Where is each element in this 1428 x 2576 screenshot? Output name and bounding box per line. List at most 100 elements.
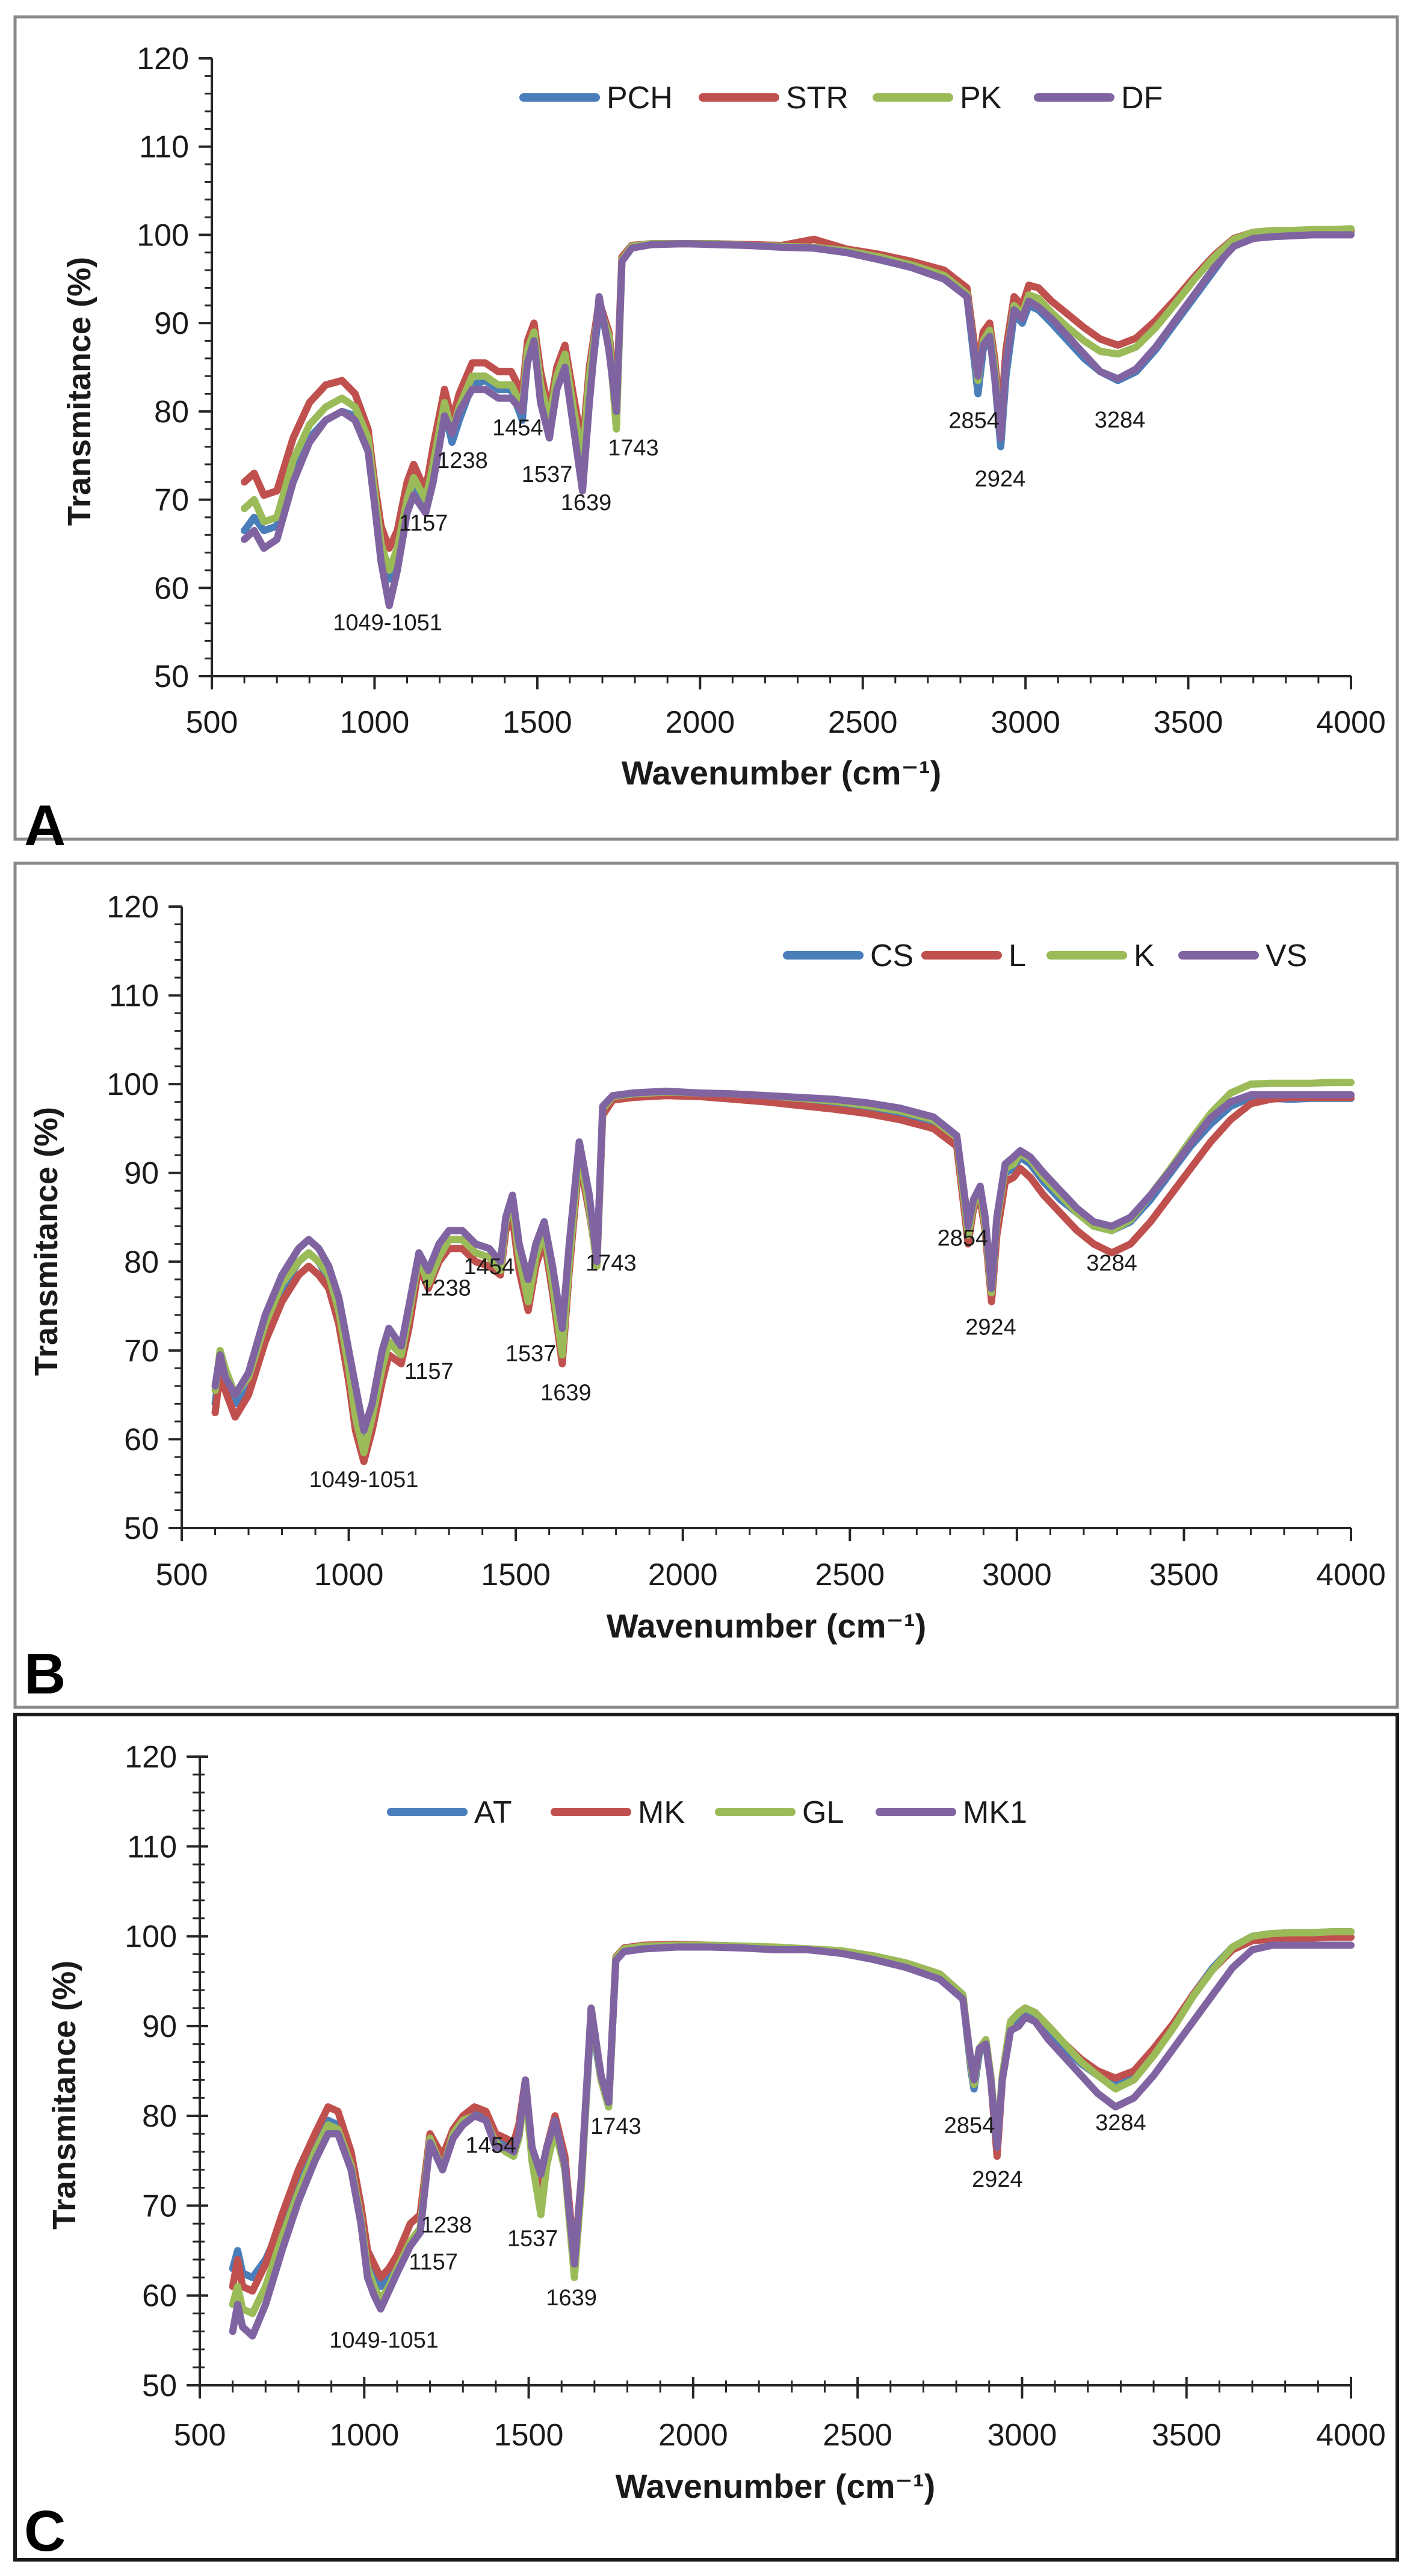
x-tick-label: 4000 — [1316, 2418, 1386, 2453]
peak-label: 1743 — [586, 1251, 637, 1276]
legend-label: PK — [960, 81, 1002, 116]
legend-label: PCH — [607, 81, 673, 116]
y-tick-label: 90 — [154, 306, 189, 341]
legend-label: K — [1134, 938, 1155, 973]
peak-label: 2924 — [975, 467, 1026, 492]
x-axis-label: Wavenumber (cm⁻¹) — [607, 1607, 927, 1645]
x-tick-label: 2500 — [815, 1558, 885, 1592]
peak-label: 1049-1051 — [329, 2328, 439, 2353]
legend-label: DF — [1121, 81, 1163, 116]
y-tick-label: 100 — [125, 1920, 177, 1955]
y-tick-label: 50 — [142, 2368, 177, 2403]
chart-legend: AT MK GL MK1 — [387, 1795, 1027, 1830]
peak-label: 2854 — [938, 1226, 989, 1251]
legend-label: STR — [786, 81, 848, 116]
chart-panel-A: 50 60 70 80 90 100 110 120 500 1000 1500 2000 2500 30… — [13, 15, 1399, 858]
y-tick-label: 70 — [124, 1334, 159, 1369]
series-line-mk1 — [229, 1941, 1355, 2340]
peak-label: 1639 — [561, 490, 612, 516]
x-tick-label: 500 — [174, 2418, 226, 2453]
peak-label: 1639 — [540, 1380, 592, 1405]
x-tick-label: 3000 — [982, 1558, 1052, 1592]
peak-label: 1454 — [492, 415, 543, 440]
legend-label: MK1 — [963, 1795, 1027, 1830]
x-tick-label: 3500 — [1154, 705, 1223, 740]
peak-label: 1238 — [437, 448, 488, 473]
x-tick-label: 500 — [186, 705, 238, 740]
x-tick-label: 3000 — [988, 2418, 1057, 2453]
x-tick-label: 1000 — [314, 1558, 384, 1592]
y-tick-label: 90 — [124, 1156, 159, 1191]
panel-frame — [13, 861, 1399, 1709]
legend-label: MK — [638, 1795, 685, 1830]
chart-legend: CS L K VS — [783, 938, 1307, 973]
peak-label: 1238 — [420, 1275, 471, 1301]
peak-label: 3284 — [1095, 2110, 1146, 2136]
peak-label: 1049-1051 — [309, 1467, 419, 1493]
y-tick-label: 80 — [154, 395, 189, 430]
legend-label: GL — [802, 1795, 844, 1830]
y-tick-label: 70 — [142, 2189, 177, 2223]
x-tick-label: 1500 — [502, 705, 572, 740]
legend-label: CS — [870, 938, 913, 973]
peak-label: 3284 — [1095, 407, 1146, 433]
y-tick-label: 120 — [107, 890, 159, 925]
y-axis-label: Transmitance (%) — [28, 1107, 64, 1376]
peak-label: 1743 — [590, 2114, 641, 2139]
peak-label: 1049-1051 — [333, 611, 442, 636]
peak-label: 1743 — [608, 436, 659, 461]
y-tick-label: 120 — [137, 42, 189, 76]
chart-panel-B: 50 60 70 80 90 100 110 120 500 1000 1500 2000 2500 30… — [13, 861, 1399, 1709]
panel-frame — [13, 1713, 1399, 2562]
panel-frame — [13, 15, 1399, 841]
y-axis-label: Transmitance (%) — [61, 257, 97, 526]
peak-label: 1238 — [421, 2213, 472, 2238]
x-tick-label: 4000 — [1316, 705, 1386, 740]
peak-label: 2924 — [965, 1314, 1016, 1340]
x-tick-label: 500 — [156, 1558, 208, 1592]
x-tick-label: 3500 — [1149, 1558, 1219, 1592]
peak-label: 2924 — [972, 2167, 1023, 2192]
series-line-vs — [211, 1087, 1355, 1434]
y-tick-label: 60 — [154, 571, 189, 606]
peak-label: 1639 — [546, 2285, 597, 2311]
legend-label: L — [1009, 938, 1026, 973]
peak-label: 1537 — [507, 2226, 558, 2252]
panel-label: A — [24, 793, 66, 858]
x-tick-label: 2000 — [658, 2418, 728, 2453]
y-tick-label: 60 — [124, 1422, 159, 1457]
legend-label: VS — [1266, 938, 1307, 973]
y-tick-label: 80 — [142, 2099, 177, 2134]
x-tick-label: 3000 — [991, 705, 1060, 740]
x-tick-label: 1000 — [329, 2418, 399, 2453]
peak-label: 1537 — [505, 1342, 557, 1367]
chart-legend: PCH STR PK DF — [519, 81, 1163, 116]
x-axis-label: Wavenumber (cm⁻¹) — [622, 754, 942, 792]
x-tick-label: 1000 — [340, 705, 410, 740]
x-tick-label: 2500 — [823, 2418, 892, 2453]
panel-label: C — [24, 2499, 66, 2563]
y-tick-label: 70 — [154, 483, 189, 518]
legend-label: AT — [474, 1795, 512, 1830]
x-tick-label: 1500 — [494, 2418, 564, 2453]
x-tick-label: 2500 — [828, 705, 898, 740]
y-tick-label: 120 — [125, 1740, 177, 1775]
panel-label: B — [24, 1642, 66, 1706]
y-tick-label: 110 — [109, 979, 159, 1014]
y-axis-label: Transmitance (%) — [46, 1961, 82, 2229]
x-tick-label: 2000 — [648, 1558, 718, 1592]
y-tick-label: 110 — [139, 130, 189, 165]
x-axis-label: Wavenumber (cm⁻¹) — [616, 2467, 936, 2505]
y-tick-label: 90 — [142, 2009, 177, 2044]
x-tick-label: 1500 — [481, 1558, 551, 1592]
y-tick-label: 50 — [124, 1511, 159, 1546]
x-tick-label: 4000 — [1316, 1558, 1386, 1592]
peak-label: 2854 — [948, 408, 1000, 434]
x-tick-label: 3500 — [1152, 2418, 1222, 2453]
x-tick-label: 2000 — [665, 705, 735, 740]
series-line-df — [241, 231, 1355, 609]
y-tick-label: 100 — [137, 218, 189, 253]
peak-label: 1157 — [409, 2249, 458, 2275]
y-tick-label: 100 — [107, 1067, 159, 1102]
